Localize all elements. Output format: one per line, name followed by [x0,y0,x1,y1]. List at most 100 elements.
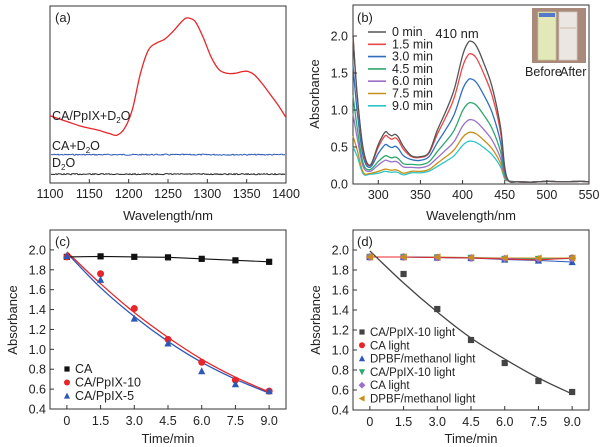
x-tick-label: 1350 [233,187,261,201]
x-tick-label: 0 [63,414,70,428]
y-tick-label: 0.8 [29,363,46,377]
legend-marker [358,355,366,362]
data-point-ca-ppix-10-light [434,305,441,313]
y-tick-label: 1.6 [29,283,46,297]
x-tick-label: 1.5 [92,414,109,428]
legend-marker [63,392,71,399]
data-point-ca [232,257,239,264]
panel-c-ylabel: Absorbance [5,285,20,354]
y-tick-label: 0.8 [332,364,349,378]
x-tick-label: 350 [410,188,431,202]
x-tick-label: 300 [368,188,389,202]
panel-a-x-ticks: 1100 1150 1200 1250 1300 1350 1400 [37,179,300,201]
legend-marker [358,381,366,389]
legend-label: 4.5 min [392,62,433,76]
panel-b-x-ticks: 300 350 400 450 500 550 [368,180,599,202]
data-point-ca-ppix-10-light [467,336,475,344]
y-tick-label: 2.0 [29,243,46,257]
data-point-ca [198,255,205,262]
y-tick-label: 0.0 [331,178,348,192]
legend-label: DPBF/methanol light [370,394,476,406]
y-tick-label: 0.6 [332,384,349,398]
y-tick-label: 1.0 [29,343,46,357]
x-tick-label: 450 [494,188,515,202]
panel-a-label: (a) [55,10,71,25]
legend-d2o-end: O [65,156,75,170]
x-tick-label: 1250 [154,187,182,201]
legend-ca-d2o-main: CA+D [52,139,86,153]
panel-b-ylabel: Absorbance [307,59,322,128]
y-tick-label: 1.6 [332,284,349,298]
y-tick-label: 1.8 [29,263,46,277]
data-point-ca-ppix-10 [97,270,105,278]
legend-label: 3.0 min [392,50,433,64]
legend-ca-d2o: CA+D2O [52,139,100,155]
data-point-ca-ppix-5 [164,339,172,347]
data-point-dpbf-methanol-light [500,254,508,262]
y-tick-label: 1.4 [332,304,349,318]
legend-label: DPBF/methanol light [370,354,476,366]
x-tick-label: 9.0 [563,415,580,429]
data-point-ca-ppix-10 [198,358,206,366]
x-tick-label: 3.0 [126,414,143,428]
data-point-ca-ppix-10-light [400,270,407,278]
legend-label: 0 min [392,25,423,39]
panel-b-plot [352,35,590,183]
series-line-d2o [50,172,286,176]
panel-a-plot [49,17,287,176]
data-point-ca [266,258,273,265]
x-tick-label: 400 [452,188,473,202]
data-point-ca-ppix-5 [265,387,273,395]
inset-cuvette-after [558,11,578,61]
y-tick-label: 1.0 [331,104,348,118]
x-tick-label: 1100 [37,187,64,201]
y-tick-label: 1.0 [332,344,349,358]
inset-cuvette-before [537,11,557,61]
panel-c-y-ticks: 0.4 0.6 0.8 1.0 1.2 1.4 1.6 1.8 2.0 [29,243,54,417]
panel-b-peak-annotation: 410 nm [435,26,478,41]
legend-label: 1.5 min [392,37,433,51]
legend-label: 7.5 min [392,87,433,101]
panel-b-label: (b) [357,10,373,25]
panel-c-label: (c) [55,234,70,249]
legend-label: CA light [370,380,410,392]
y-tick-label: 0.5 [331,141,348,155]
x-tick-label: 6.0 [496,415,513,429]
panel-c-plot [63,251,273,395]
x-tick-label: 1200 [115,187,143,201]
y-tick-label: 1.8 [332,264,349,278]
panel-b-y-ticks: 0.0 0.5 1.0 1.5 2.0 [331,30,357,192]
x-tick-label: 3.0 [429,415,446,429]
legend-ca-d2o-subscript: 2 [86,146,91,155]
legend-d2o: D2O [52,156,75,172]
legend-marker [359,342,365,349]
legend-ca-d2o-end: O [90,139,100,153]
data-point-dpbf-methanol-light [365,253,373,261]
panel-d-x-ticks: 0 1.5 3.0 4.5 6.0 7.5 9.0 [366,406,581,429]
data-point-ca [131,253,138,260]
series-line-ca-d2o [50,153,286,156]
y-tick-label: 1.4 [29,303,46,317]
y-tick-label: 2.0 [331,30,348,44]
x-tick-label: 4.5 [159,414,176,428]
legend-marker [64,366,70,372]
x-tick-label: 9.0 [260,414,277,428]
data-point-ca-ppix-10-light [535,377,542,385]
panel-d-y-ticks: 0.4 0.6 0.8 1.0 1.2 1.4 1.6 1.8 2.0 [332,244,357,418]
series-line-ca-ppix-d2o [49,17,287,137]
y-tick-label: 2.0 [332,244,349,258]
legend-ca-ppix-d2o-subscript: 2 [116,116,121,125]
legend-ca-ppix-d2o: CA/PpIX+D2O [52,109,131,125]
panel-c-xlabel: Time/min [142,431,195,446]
legend-label: CA/PpIX-10 light [370,327,456,339]
data-point-ca-ppix-10 [130,305,138,313]
panel-d-xlabel: Time/min [445,431,498,446]
legend-d2o-subscript: 2 [61,163,66,172]
data-point-ca-ppix-5 [130,314,138,322]
legend-label: CA/PpIX-10 light [370,367,456,379]
legend-label: CA light [370,340,410,352]
panel-d-label: (d) [357,234,373,249]
